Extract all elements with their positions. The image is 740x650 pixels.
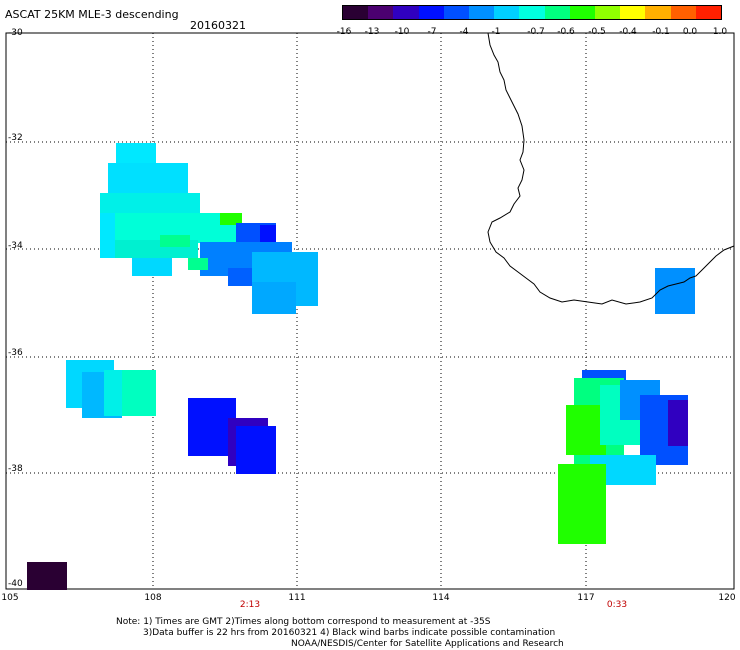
grid-lines bbox=[6, 33, 734, 589]
colorbar-swatch bbox=[595, 6, 621, 19]
note-line-1: Note: 1) Times are GMT 2)Times along bot… bbox=[116, 617, 491, 627]
colorbar-swatch bbox=[418, 6, 444, 19]
colorbar-tick: -0.1 bbox=[652, 27, 670, 37]
colorbar-tick: -1 bbox=[491, 27, 501, 37]
colorbar-tick: 1.0 bbox=[712, 27, 728, 37]
wind-swath-blue-block bbox=[188, 398, 276, 474]
colorbar-tick: 0.0 bbox=[682, 27, 698, 37]
colorbar-tick: -16 bbox=[336, 27, 352, 37]
wind-cell-southwest-coast bbox=[655, 268, 695, 314]
colorbar-swatch bbox=[519, 6, 545, 19]
colorbar-swatch bbox=[343, 6, 369, 19]
colorbar-tick: -4 bbox=[459, 27, 469, 37]
lat-label: -30 bbox=[8, 28, 23, 38]
plot-frame bbox=[5, 32, 735, 590]
colorbar-swatch bbox=[695, 6, 722, 19]
note-line-2: 3)Data buffer is 22 hrs from 20160321 4)… bbox=[143, 628, 556, 638]
note-line-3: NOAA/NESDIS/Center for Satellite Applica… bbox=[291, 639, 564, 649]
colorbar-swatch bbox=[494, 6, 520, 19]
wind-swath-lower-right bbox=[558, 370, 688, 544]
lat-label: -34 bbox=[8, 241, 23, 251]
colorbar-tick: -0.6 bbox=[557, 27, 575, 37]
lat-label: -40 bbox=[8, 579, 23, 589]
colorbar-tick: -10 bbox=[394, 27, 410, 37]
colorbar-tick: -0.4 bbox=[619, 27, 637, 37]
pass-time-label: 0:33 bbox=[606, 600, 628, 610]
lat-label: -36 bbox=[8, 348, 23, 358]
colorbar-tick: -13 bbox=[364, 27, 380, 37]
colorbar-swatch bbox=[368, 6, 394, 19]
colorbar-swatch bbox=[569, 6, 596, 19]
lon-label: 117 bbox=[577, 593, 595, 603]
wind-swath-mid-left bbox=[66, 360, 156, 418]
colorbar-swatch bbox=[620, 6, 646, 19]
colorbar-tick: -7 bbox=[427, 27, 437, 37]
colorbar bbox=[342, 5, 722, 20]
colorbar-swatch bbox=[544, 6, 570, 19]
lon-label: 120 bbox=[718, 593, 736, 603]
colorbar-swatch bbox=[393, 6, 419, 19]
colorbar-swatch bbox=[443, 6, 470, 19]
coastline bbox=[487, 32, 735, 305]
colorbar-tick: -0.5 bbox=[588, 27, 606, 37]
colorbar-tick: -0.7 bbox=[527, 27, 545, 37]
chart-date: 20160321 bbox=[190, 19, 246, 32]
lon-label: 105 bbox=[1, 593, 19, 603]
lat-label: -38 bbox=[8, 464, 23, 474]
wind-swath-upper-left bbox=[100, 143, 318, 314]
lon-label: 114 bbox=[432, 593, 450, 603]
colorbar-swatch bbox=[645, 6, 671, 19]
chart-title: ASCAT 25KM MLE-3 descending bbox=[5, 8, 179, 21]
pass-time-label: 2:13 bbox=[239, 600, 261, 610]
wind-cell-southwest bbox=[27, 562, 67, 590]
colorbar-swatch bbox=[670, 6, 696, 19]
lon-label: 111 bbox=[288, 593, 306, 603]
lat-label: -32 bbox=[8, 133, 23, 143]
colorbar-swatch bbox=[469, 6, 495, 19]
lon-label: 108 bbox=[144, 593, 162, 603]
